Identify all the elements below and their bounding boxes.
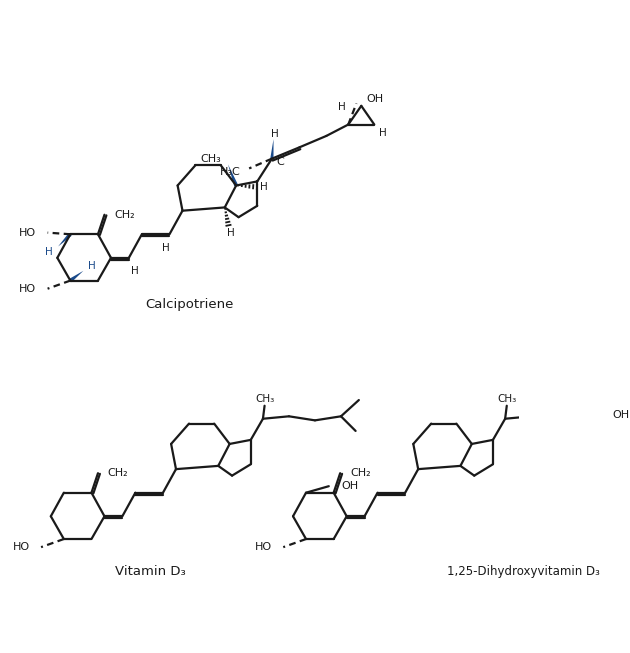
Text: CH₃: CH₃ bbox=[201, 155, 222, 165]
Text: HO: HO bbox=[13, 542, 30, 552]
Text: H: H bbox=[88, 261, 96, 271]
Text: CH₂: CH₂ bbox=[350, 468, 370, 478]
Polygon shape bbox=[58, 233, 72, 246]
Text: H: H bbox=[260, 182, 268, 192]
Text: HO: HO bbox=[255, 542, 272, 552]
Text: HO: HO bbox=[19, 283, 36, 294]
Text: Calcipotriene: Calcipotriene bbox=[146, 298, 234, 311]
Polygon shape bbox=[270, 139, 273, 159]
Text: H: H bbox=[227, 229, 235, 238]
Text: CH₂: CH₂ bbox=[114, 210, 135, 220]
Polygon shape bbox=[228, 165, 238, 186]
Text: OH: OH bbox=[612, 409, 629, 420]
Text: HO: HO bbox=[19, 228, 36, 238]
Text: H₃C: H₃C bbox=[220, 167, 241, 177]
Text: CH₃: CH₃ bbox=[497, 394, 517, 404]
Text: 1,25-Dihydroxyvitamin D₃: 1,25-Dihydroxyvitamin D₃ bbox=[447, 565, 600, 578]
Text: C: C bbox=[276, 157, 284, 167]
Text: H: H bbox=[45, 247, 52, 257]
Text: CH₂: CH₂ bbox=[108, 468, 129, 478]
Text: OH: OH bbox=[366, 93, 383, 104]
Text: H: H bbox=[379, 128, 386, 138]
Text: H: H bbox=[132, 266, 139, 276]
Polygon shape bbox=[69, 271, 83, 282]
Text: Vitamin D₃: Vitamin D₃ bbox=[115, 565, 186, 578]
Text: H: H bbox=[163, 243, 170, 253]
Text: H: H bbox=[338, 102, 346, 112]
Text: CH₃: CH₃ bbox=[255, 394, 274, 404]
Text: OH: OH bbox=[342, 481, 359, 491]
Text: H: H bbox=[272, 129, 279, 139]
